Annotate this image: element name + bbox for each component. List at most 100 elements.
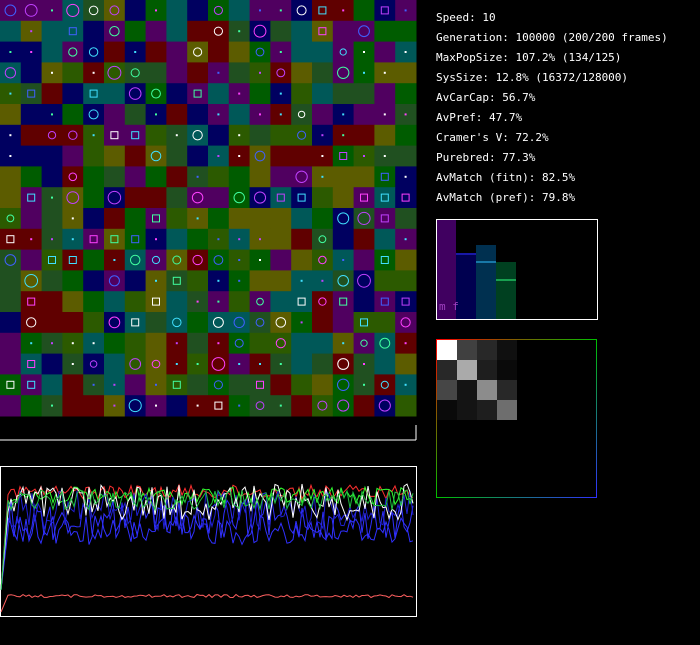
agent: [380, 193, 389, 202]
agent: [379, 337, 391, 349]
agent: [380, 380, 389, 389]
cell: [228, 104, 251, 126]
agent: [129, 254, 141, 266]
agent: [196, 404, 199, 407]
agent: [27, 297, 36, 306]
cell: [291, 187, 313, 209]
cell: [41, 270, 63, 292]
cell: [249, 124, 271, 147]
cell: [312, 0, 334, 22]
cell: [291, 166, 313, 188]
agent: [175, 363, 178, 365]
cell: [166, 249, 188, 271]
agent: [337, 212, 350, 225]
agent: [256, 297, 264, 306]
cell: [332, 270, 355, 292]
cell: [41, 291, 63, 313]
agent: [238, 259, 241, 261]
cell: [145, 208, 167, 230]
cell: [374, 41, 396, 63]
cell: [374, 291, 396, 313]
agent: [27, 193, 36, 202]
agent: [108, 275, 120, 287]
cell: [187, 20, 209, 43]
cell: [291, 145, 313, 167]
cell: [166, 312, 188, 334]
agent: [279, 363, 282, 365]
agent: [217, 300, 220, 303]
hist-bar: [496, 262, 516, 319]
cell: [62, 270, 84, 292]
cell: [249, 332, 271, 355]
cell: [104, 166, 126, 188]
cell: [124, 208, 147, 230]
agent: [342, 113, 345, 116]
agent: [383, 155, 386, 157]
cell: [332, 83, 355, 105]
agent: [6, 380, 15, 389]
cell: [0, 228, 22, 251]
cell: [20, 291, 43, 313]
cell: [41, 374, 63, 396]
cell: [0, 395, 22, 417]
matrix-cell: [457, 340, 477, 360]
cell: [41, 166, 63, 188]
agent: [363, 363, 365, 365]
cell: [208, 395, 230, 417]
matrix-cell: [477, 380, 497, 400]
cell: [83, 187, 105, 209]
agent: [357, 211, 371, 225]
cell: [124, 395, 147, 417]
cell: [83, 41, 105, 63]
cell: [124, 0, 147, 22]
cell: [395, 145, 417, 167]
agent: [217, 155, 220, 157]
cell: [270, 187, 292, 209]
agent: [383, 71, 386, 74]
cell: [0, 187, 22, 209]
agent: [363, 155, 365, 157]
agent: [363, 383, 365, 386]
agent: [9, 134, 12, 137]
cell: [374, 353, 396, 375]
cell: [62, 187, 84, 209]
agent: [4, 67, 17, 79]
cell: [20, 166, 43, 188]
cell: [166, 145, 188, 167]
cell: [62, 395, 84, 417]
agent: [380, 214, 389, 223]
cell: [374, 83, 396, 105]
cell: [353, 270, 375, 292]
agent: [380, 6, 389, 15]
agent: [404, 383, 407, 386]
agent: [92, 342, 95, 345]
cell: [228, 0, 251, 22]
agent: [296, 5, 307, 16]
agent: [89, 235, 98, 244]
agent: [238, 30, 241, 33]
agent: [92, 134, 95, 137]
cell: [312, 228, 334, 251]
cell: [41, 249, 63, 271]
agent: [131, 318, 140, 327]
cell: [332, 353, 355, 375]
agent: [89, 360, 98, 368]
stat-line: AvMatch (fitn): 82.5%: [436, 171, 575, 184]
agent: [342, 9, 345, 12]
cell: [291, 41, 313, 63]
cell: [166, 0, 188, 22]
agent: [380, 256, 389, 264]
cell: [187, 41, 209, 63]
agent: [155, 238, 157, 241]
stat-line: Generation: 100000 (200/200 frames): [436, 31, 668, 44]
agent: [318, 6, 327, 15]
cell: [166, 208, 188, 230]
agent: [404, 342, 407, 345]
cell: [312, 291, 334, 313]
cell: [41, 20, 63, 43]
agent: [51, 9, 53, 12]
stat-line: AvCarCap: 56.7%: [436, 91, 536, 104]
cell: [270, 145, 292, 167]
agent: [196, 175, 199, 178]
world-grid: [0, 0, 417, 417]
